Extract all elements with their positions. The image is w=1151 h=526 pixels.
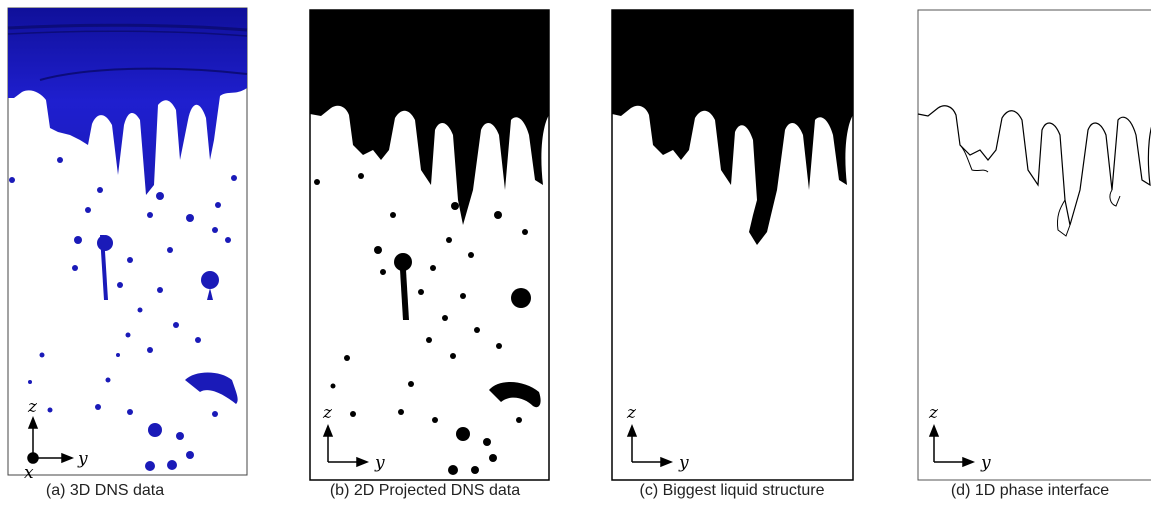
panel-3d-dns: z y x (a) 3D DNS data (0, 0, 250, 526)
axis-indicator (928, 423, 976, 468)
axis-label-z: z (928, 403, 939, 423)
interface-line (917, 105, 1151, 226)
panel-phase-interface-image: z y (917, 9, 1151, 481)
droplets (314, 173, 541, 475)
panel-3d-dns-image: z y x (7, 7, 248, 483)
axis-label-y: y (980, 453, 991, 473)
axis-label-z: z (626, 403, 637, 423)
axis-indicator (27, 415, 75, 464)
axis-indicator (322, 423, 370, 468)
panel-2d-projected-image: z y (309, 9, 550, 481)
axis-label-y: y (374, 453, 385, 473)
liquid-structure (612, 10, 853, 245)
panel-2d-projected: z y (b) 2D Projected DNS data (303, 0, 553, 526)
panel-frame (917, 9, 1151, 481)
axis-label-z: z (322, 403, 333, 423)
axis-label-y: y (678, 453, 689, 473)
axis-label-z: z (27, 397, 38, 417)
panel-biggest-structure-image: z y (611, 9, 854, 481)
caption-d: (d) 1D phase interface (950, 482, 1110, 499)
axis-label-x: x (24, 463, 34, 483)
caption-c: (c) Biggest liquid structure (639, 482, 825, 499)
droplets (9, 157, 237, 471)
panel-phase-interface: z y (d) 1D phase interface (910, 0, 1151, 526)
liquid-sheet (8, 8, 247, 195)
panel-biggest-structure: z y (c) Biggest liquid structure (607, 0, 857, 526)
axis-label-y: y (77, 449, 88, 469)
liquid-projection (310, 10, 549, 225)
caption-a: (a) 3D DNS data (45, 482, 165, 499)
caption-b: (b) 2D Projected DNS data (329, 482, 521, 499)
axis-indicator (626, 423, 674, 468)
